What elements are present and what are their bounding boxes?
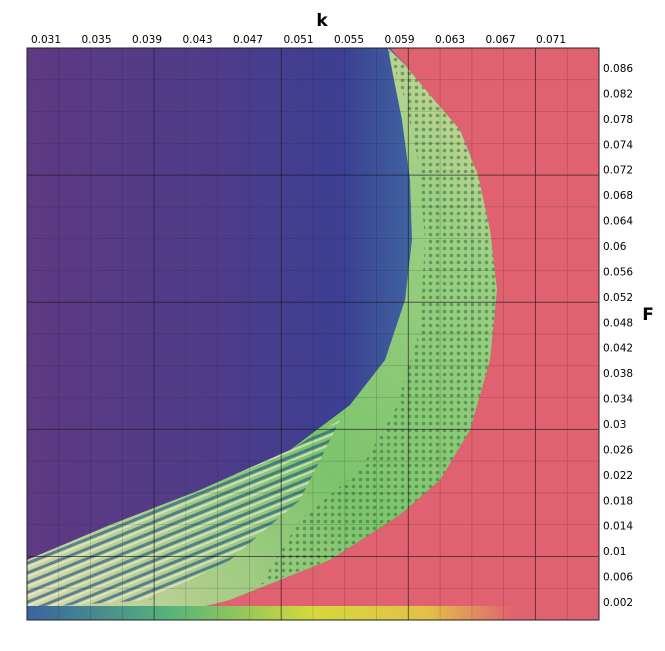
x-axis-title: k	[316, 11, 328, 31]
x-tick-label: 0.055	[334, 34, 364, 46]
y-tick-label: 0.042	[603, 343, 633, 355]
y-tick-label: 0.002	[603, 597, 633, 609]
y-tick-label: 0.038	[603, 368, 633, 380]
x-tick-label: 0.031	[31, 34, 61, 46]
y-tick-label: 0.052	[603, 292, 633, 304]
y-tick-label: 0.078	[603, 114, 633, 126]
y-tick-label: 0.06	[603, 241, 627, 253]
x-tick-label: 0.059	[384, 34, 414, 46]
y-tick-label: 0.014	[603, 521, 633, 533]
x-axis-ticks: 0.031 0.035 0.039 0.043 0.047 0.051 0.055 0.059…	[31, 34, 566, 46]
band-stripe-texture	[27, 420, 340, 608]
bottom-strip	[27, 606, 599, 620]
y-tick-label: 0.064	[603, 216, 633, 228]
y-tick-label: 0.034	[603, 394, 633, 406]
y-tick-label: 0.074	[603, 139, 633, 151]
y-axis-title: F	[642, 305, 654, 325]
y-tick-label: 0.026	[603, 444, 633, 456]
y-tick-label: 0.022	[603, 470, 633, 482]
x-tick-label: 0.039	[132, 34, 162, 46]
y-tick-label: 0.056	[603, 266, 633, 278]
x-tick-label: 0.043	[182, 34, 212, 46]
band-dot-texture	[260, 48, 497, 585]
y-tick-label: 0.068	[603, 190, 633, 202]
y-tick-label: 0.018	[603, 495, 633, 507]
y-axis-ticks: 0.086 0.082 0.078 0.074 0.072 0.068 0.064 0.06 0…	[603, 63, 633, 609]
y-tick-label: 0.006	[603, 572, 633, 584]
x-tick-label: 0.067	[485, 34, 515, 46]
y-tick-label: 0.048	[603, 317, 633, 329]
x-tick-label: 0.051	[283, 34, 313, 46]
heatmap-plot-area	[27, 48, 599, 620]
region-high-k	[150, 48, 599, 620]
grid-lines	[27, 48, 599, 620]
y-tick-label: 0.03	[603, 419, 626, 431]
x-tick-label: 0.035	[81, 34, 111, 46]
x-tick-label: 0.063	[435, 34, 465, 46]
x-tick-label: 0.047	[233, 34, 263, 46]
y-tick-label: 0.072	[603, 165, 633, 177]
x-tick-label: 0.071	[536, 34, 566, 46]
plot-frame	[26, 47, 600, 621]
y-tick-label: 0.086	[603, 63, 633, 75]
y-tick-label: 0.082	[603, 88, 633, 100]
y-tick-label: 0.01	[603, 546, 626, 558]
